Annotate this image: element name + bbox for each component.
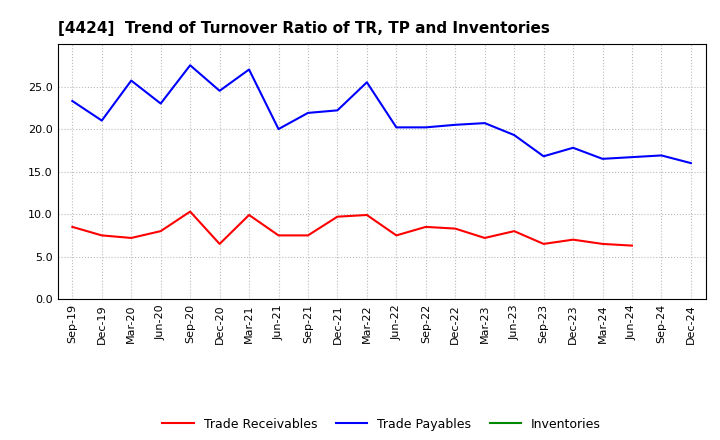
Trade Receivables <box>68 224 76 230</box>
Trade Payables <box>274 126 283 132</box>
Trade Receivables <box>215 241 224 246</box>
Trade Receivables <box>97 233 106 238</box>
Trade Receivables <box>127 235 135 241</box>
Trade Payables <box>363 80 372 85</box>
Line: Trade Receivables: Trade Receivables <box>72 212 632 246</box>
Trade Receivables <box>274 233 283 238</box>
Trade Payables <box>333 108 342 113</box>
Trade Payables <box>156 101 165 106</box>
Trade Receivables <box>363 213 372 218</box>
Trade Payables <box>657 153 666 158</box>
Trade Receivables <box>421 224 430 230</box>
Trade Receivables <box>628 243 636 248</box>
Trade Receivables <box>392 233 400 238</box>
Trade Payables <box>245 67 253 72</box>
Trade Payables <box>186 62 194 68</box>
Trade Payables <box>392 125 400 130</box>
Trade Payables <box>304 110 312 116</box>
Trade Receivables <box>245 213 253 218</box>
Trade Receivables <box>156 228 165 234</box>
Trade Receivables <box>333 214 342 219</box>
Trade Payables <box>539 154 548 159</box>
Trade Payables <box>687 161 696 166</box>
Trade Receivables <box>569 237 577 242</box>
Legend: Trade Receivables, Trade Payables, Inventories: Trade Receivables, Trade Payables, Inven… <box>157 413 606 436</box>
Trade Receivables <box>480 235 489 241</box>
Trade Receivables <box>451 226 459 231</box>
Line: Trade Payables: Trade Payables <box>72 65 691 163</box>
Trade Receivables <box>186 209 194 214</box>
Trade Receivables <box>304 233 312 238</box>
Trade Payables <box>598 156 607 161</box>
Trade Payables <box>97 118 106 123</box>
Trade Payables <box>451 122 459 128</box>
Text: [4424]  Trend of Turnover Ratio of TR, TP and Inventories: [4424] Trend of Turnover Ratio of TR, TP… <box>58 21 549 36</box>
Trade Receivables <box>539 241 548 246</box>
Trade Payables <box>480 121 489 126</box>
Trade Payables <box>421 125 430 130</box>
Trade Receivables <box>510 228 518 234</box>
Trade Payables <box>215 88 224 93</box>
Trade Payables <box>569 145 577 150</box>
Trade Payables <box>68 99 76 104</box>
Trade Payables <box>127 78 135 83</box>
Trade Payables <box>628 154 636 160</box>
Trade Receivables <box>598 241 607 246</box>
Trade Payables <box>510 132 518 138</box>
